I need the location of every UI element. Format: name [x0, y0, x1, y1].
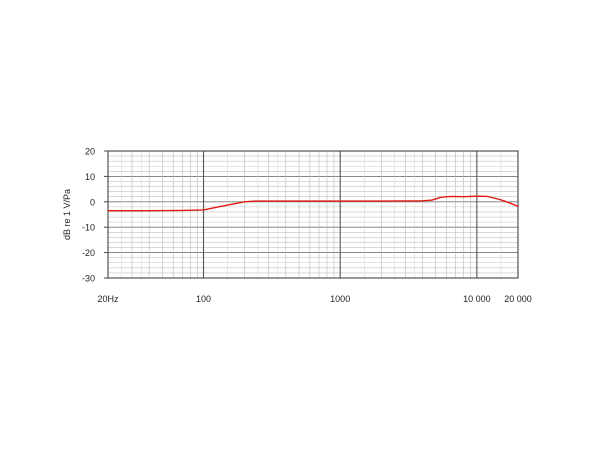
y-tick-label: 0 [90, 197, 95, 207]
x-tick-label: 1000 [330, 294, 350, 304]
y-tick-label: -30 [82, 274, 95, 284]
x-tick-label: 100 [196, 294, 211, 304]
series-layer [107, 195, 519, 212]
x-tick-labels: 20Hz 100 1000 10 000 20 000 [97, 294, 531, 304]
x-tick-label: 20 000 [504, 294, 532, 304]
plot-border [107, 150, 519, 279]
y-tick-label: 10 [85, 172, 95, 182]
y-tick-label: -10 [82, 223, 95, 233]
y-tick-label: 20 [85, 147, 95, 157]
grid [107, 150, 519, 279]
frequency-response-line [107, 195, 519, 212]
x-tick-label: 10 000 [463, 294, 491, 304]
y-axis-label: dB re 1 V/Pa [62, 189, 72, 240]
plot-frame [107, 150, 519, 279]
x-tick-label: 20Hz [97, 294, 119, 304]
y-tick-labels: 20 10 0 -10 -20 -30 [82, 147, 108, 284]
y-tick-label: -20 [82, 248, 95, 258]
